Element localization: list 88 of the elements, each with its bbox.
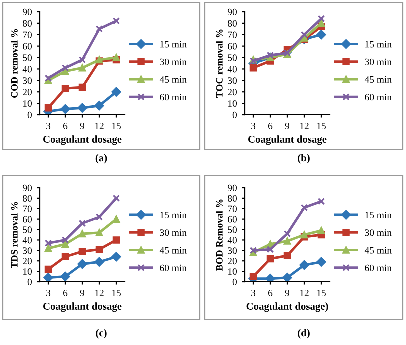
y-axis-title: COD removal % [11,29,18,98]
x-tick-label: 3 [252,290,256,296]
y-tick-label: 30 [23,248,32,254]
x-tick-label: 9 [80,122,85,130]
legend-label: 30 min [365,230,392,236]
x-tick-label: 12 [95,122,104,130]
y-tick-label: 40 [228,237,237,244]
y-tick-label: 40 [22,66,32,73]
y-tick-label: 80 [228,20,237,27]
x-tick-label: 15 [317,290,326,296]
y-axis-title: TOC removal % [216,30,223,98]
x-tick-label: 9 [285,290,290,296]
y-tick-label: 80 [228,195,237,202]
y-tick-label: 40 [228,66,237,73]
x-tick-label: 15 [112,290,121,296]
legend-label: 15 min [366,212,392,219]
legend-label: 45 min [364,247,392,254]
x-tick-label: 12 [95,290,104,296]
y-tick-label: 20 [228,89,237,96]
legend-label: 60 min [365,264,392,272]
y-axis-title: BOD Removal % [216,200,223,272]
text: (c) [96,329,107,339]
y-tick-label: 10 [228,100,237,108]
y-tick-label: 50 [23,54,32,62]
y-tick-label: 50 [228,54,237,62]
x-tick-label: 15 [317,122,326,130]
y-tick-label: 80 [23,195,32,202]
legend-label: 30 min [160,230,187,236]
y-tick-label: 30 [228,248,237,254]
y-tick-label: 90 [228,184,237,192]
x-axis-title: Coagulant dosage [44,302,122,312]
y-tick-label: 30 [228,78,237,84]
y-axis-title: TDS removal % [11,202,18,269]
y-tick-label: 90 [228,8,237,16]
y-tick-label: 60 [228,216,237,223]
legend-label: 45 min [160,76,187,84]
legend-label: 45 min [160,247,187,254]
y-tick-label: 90 [22,8,32,16]
x-tick-label: 9 [80,290,85,296]
legend-label: 60 min [160,264,187,272]
y-tick-label: 50 [23,226,32,234]
text: (d) [298,329,310,339]
legend-label: 15 min [160,212,187,219]
y-tick-label: 10 [23,100,32,108]
y-tick-label: 40 [22,237,32,244]
x-tick-label: 3 [252,122,256,130]
x-tick-label: 15 [112,122,121,130]
legend-label: 15 min [160,41,187,48]
y-tick-label: 0 [232,278,237,286]
y-tick-label: 0 [28,278,32,286]
legend-label: 15 min [366,41,392,48]
legend-label: 30 min [160,58,187,66]
x-tick-label: 6 [268,290,273,296]
x-axis-title: Coagulant dosage) [246,302,328,312]
y-tick-label: 30 [23,78,32,84]
legend-label: 60 min [365,94,392,101]
text: (a) [96,154,108,164]
y-tick-label: 90 [22,184,32,192]
x-tick-label: 6 [268,122,273,130]
text: (b) [298,154,310,164]
y-tick-label: 20 [23,89,32,96]
y-tick-label: 70 [228,206,237,212]
x-tick-label: 12 [300,290,309,296]
y-tick-label: 60 [23,216,32,223]
y-tick-label: 0 [28,112,32,118]
y-tick-label: 70 [228,32,237,38]
y-tick-label: 80 [23,20,32,27]
legend-label: 45 min [364,76,392,84]
y-tick-label: 20 [228,258,237,265]
x-tick-label: 3 [46,122,51,130]
y-tick-label: 10 [23,268,32,276]
x-axis-title: Coagulant dosage [44,136,122,146]
y-tick-label: 10 [228,268,237,276]
y-tick-label: 60 [228,43,237,50]
y-tick-label: 70 [23,206,32,212]
x-axis-title: Coagulant dosage [248,136,327,146]
y-tick-label: 0 [232,112,237,118]
legend-label: 30 min [365,58,392,66]
y-tick-label: 70 [23,32,32,38]
x-tick-label: 6 [63,290,68,296]
y-tick-label: 50 [228,226,237,234]
x-tick-label: 12 [300,122,309,130]
legend-label: 60 min [160,94,187,101]
y-tick-label: 60 [23,43,32,50]
x-tick-label: 3 [46,290,51,296]
y-tick-label: 20 [23,258,32,265]
x-tick-label: 9 [285,122,290,130]
x-tick-label: 6 [63,122,68,130]
